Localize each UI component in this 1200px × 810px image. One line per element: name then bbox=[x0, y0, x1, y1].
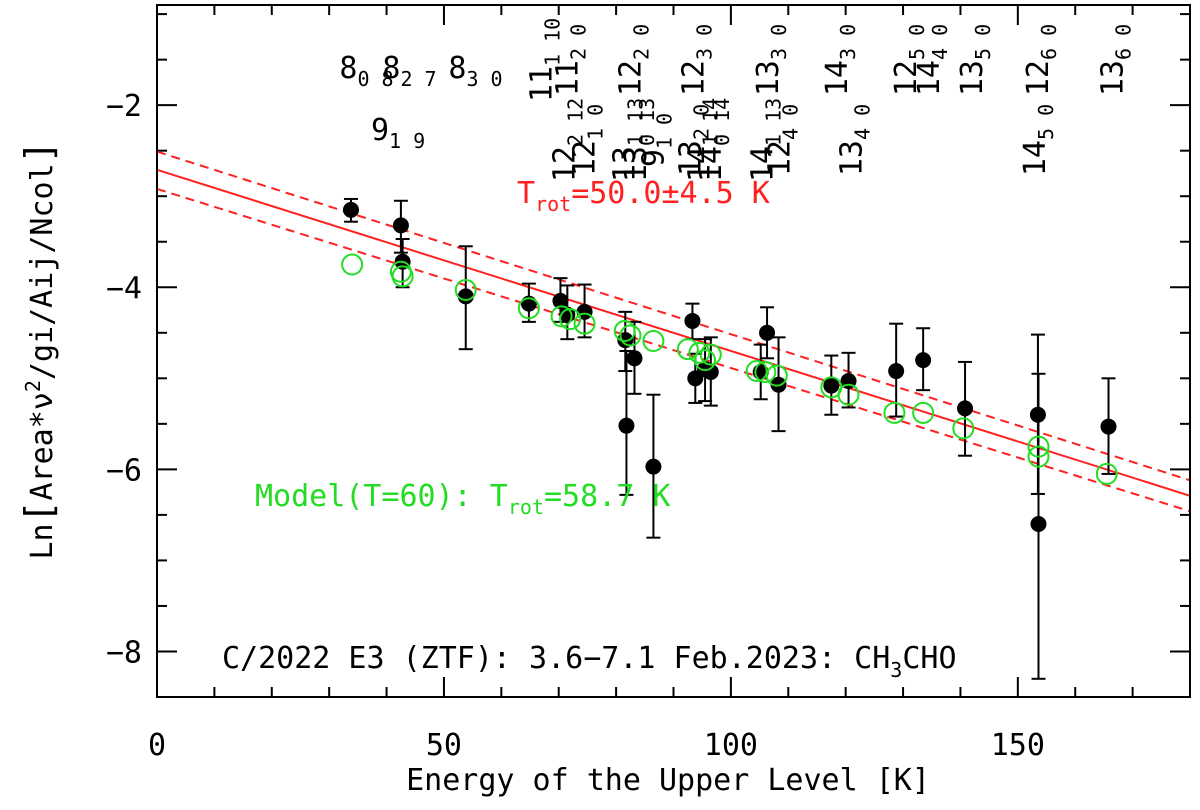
transition-label: 112 0 bbox=[550, 24, 590, 96]
model-point bbox=[454, 278, 477, 301]
transition-label: 140 14 bbox=[694, 98, 734, 182]
transition-label: 144 0 bbox=[912, 24, 952, 96]
transition-label: 83 0 bbox=[448, 51, 502, 91]
model-point bbox=[391, 265, 414, 288]
observed-point bbox=[626, 350, 643, 367]
transition-label: 134 0 bbox=[834, 104, 874, 176]
transition-label: 91 9 bbox=[371, 113, 425, 153]
model-point bbox=[688, 341, 711, 364]
model-point bbox=[1095, 462, 1118, 485]
transition-label: 132 0 bbox=[674, 104, 714, 176]
transition-label: 143 0 bbox=[820, 24, 860, 96]
model-point bbox=[745, 360, 768, 383]
observed-point bbox=[457, 288, 474, 305]
transition-label: 135 0 bbox=[955, 24, 995, 96]
model-point bbox=[619, 324, 642, 347]
observed-point bbox=[759, 324, 776, 341]
fit-lower-bound-line bbox=[156, 187, 1191, 513]
model-point bbox=[765, 364, 788, 387]
observed-point bbox=[1030, 516, 1047, 532]
transition-label: 91 0 bbox=[636, 113, 676, 167]
y-tick-label: −6 bbox=[106, 453, 142, 488]
model-point bbox=[550, 305, 573, 328]
y-tick-label: −2 bbox=[106, 89, 142, 124]
model-point bbox=[1027, 445, 1050, 468]
model-point bbox=[341, 253, 364, 276]
observed-point bbox=[1029, 406, 1046, 423]
axes-layer: 0 50 100 150 −8 −6 −4 −2 bbox=[106, 5, 1191, 763]
model-point bbox=[837, 383, 860, 406]
x-axis-label: Energy of the Upper Level [K] bbox=[406, 763, 930, 798]
transition-label: 122 12 bbox=[547, 98, 587, 182]
transition-label: 136 0 bbox=[1096, 24, 1136, 96]
fit-upper-bound-line bbox=[156, 150, 1191, 482]
fit-line bbox=[156, 168, 1191, 497]
plot-frame bbox=[156, 4, 1191, 698]
model-point bbox=[517, 297, 540, 320]
transition-label: 125 0 bbox=[889, 24, 929, 96]
transition-label: 82 7 bbox=[382, 51, 436, 91]
transition-label: 122 0 bbox=[613, 24, 653, 96]
transition-label: 111 10 bbox=[525, 18, 565, 102]
observed-point bbox=[342, 201, 359, 218]
model-point bbox=[573, 312, 596, 335]
model-point bbox=[699, 343, 722, 366]
y-tick-label: −8 bbox=[106, 635, 142, 670]
x-tick-label: 50 bbox=[426, 728, 462, 763]
model-point bbox=[676, 338, 699, 361]
model-points-layer bbox=[341, 253, 1118, 485]
observed-point bbox=[392, 217, 409, 234]
observed-point bbox=[957, 400, 974, 417]
transition-label: 141 14 bbox=[682, 98, 722, 182]
model-point bbox=[694, 349, 717, 372]
transition-label: 133 0 bbox=[751, 24, 791, 96]
model-label: Model(T=60): Trot=58.7 K bbox=[255, 479, 670, 519]
model-point bbox=[1027, 435, 1050, 458]
x-tick-label: 0 bbox=[148, 728, 166, 763]
model-point bbox=[559, 308, 582, 331]
observed-point bbox=[576, 303, 593, 320]
transition-label: 145 0 bbox=[1018, 104, 1058, 176]
observed-point bbox=[915, 352, 932, 369]
transition-label: 124 0 bbox=[763, 104, 803, 176]
observed-point bbox=[1100, 418, 1117, 435]
model-point bbox=[754, 360, 777, 383]
observed-points-layer bbox=[342, 201, 1117, 532]
x-tick-label: 100 bbox=[704, 728, 758, 763]
observed-point bbox=[888, 363, 905, 380]
observed-point bbox=[684, 312, 701, 329]
y-axis-label: Ln[Area*ν2/gi/Aij/Ncol] bbox=[17, 140, 61, 559]
model-point bbox=[642, 329, 665, 352]
observed-point bbox=[645, 458, 662, 475]
transition-label: 80 8 bbox=[339, 51, 393, 91]
observed-point bbox=[823, 377, 840, 394]
transition-label: 141 13 bbox=[745, 98, 785, 182]
model-point bbox=[912, 401, 935, 424]
model-point bbox=[952, 417, 975, 440]
transition-label: 130 13 bbox=[619, 98, 659, 182]
y-tick-label: −4 bbox=[106, 271, 142, 306]
observed-point bbox=[552, 292, 569, 309]
chart-title: C/2022 E3 (ZTF): 3.6−7.1 Feb.2023: CH3CH… bbox=[222, 641, 957, 682]
transition-label: 121 0 bbox=[568, 104, 608, 176]
observed-point bbox=[702, 363, 719, 380]
observed-point bbox=[618, 417, 635, 434]
x-tick-label: 150 bbox=[991, 728, 1045, 763]
transition-label: 126 0 bbox=[1021, 24, 1061, 96]
model-point bbox=[883, 401, 906, 424]
fit-lines-layer bbox=[156, 150, 1191, 513]
model-point bbox=[613, 319, 636, 342]
transition-label: 131 13 bbox=[608, 98, 648, 182]
fit-label: Trot=50.0±4.5 K bbox=[517, 176, 770, 216]
transition-label: 123 0 bbox=[677, 24, 717, 96]
